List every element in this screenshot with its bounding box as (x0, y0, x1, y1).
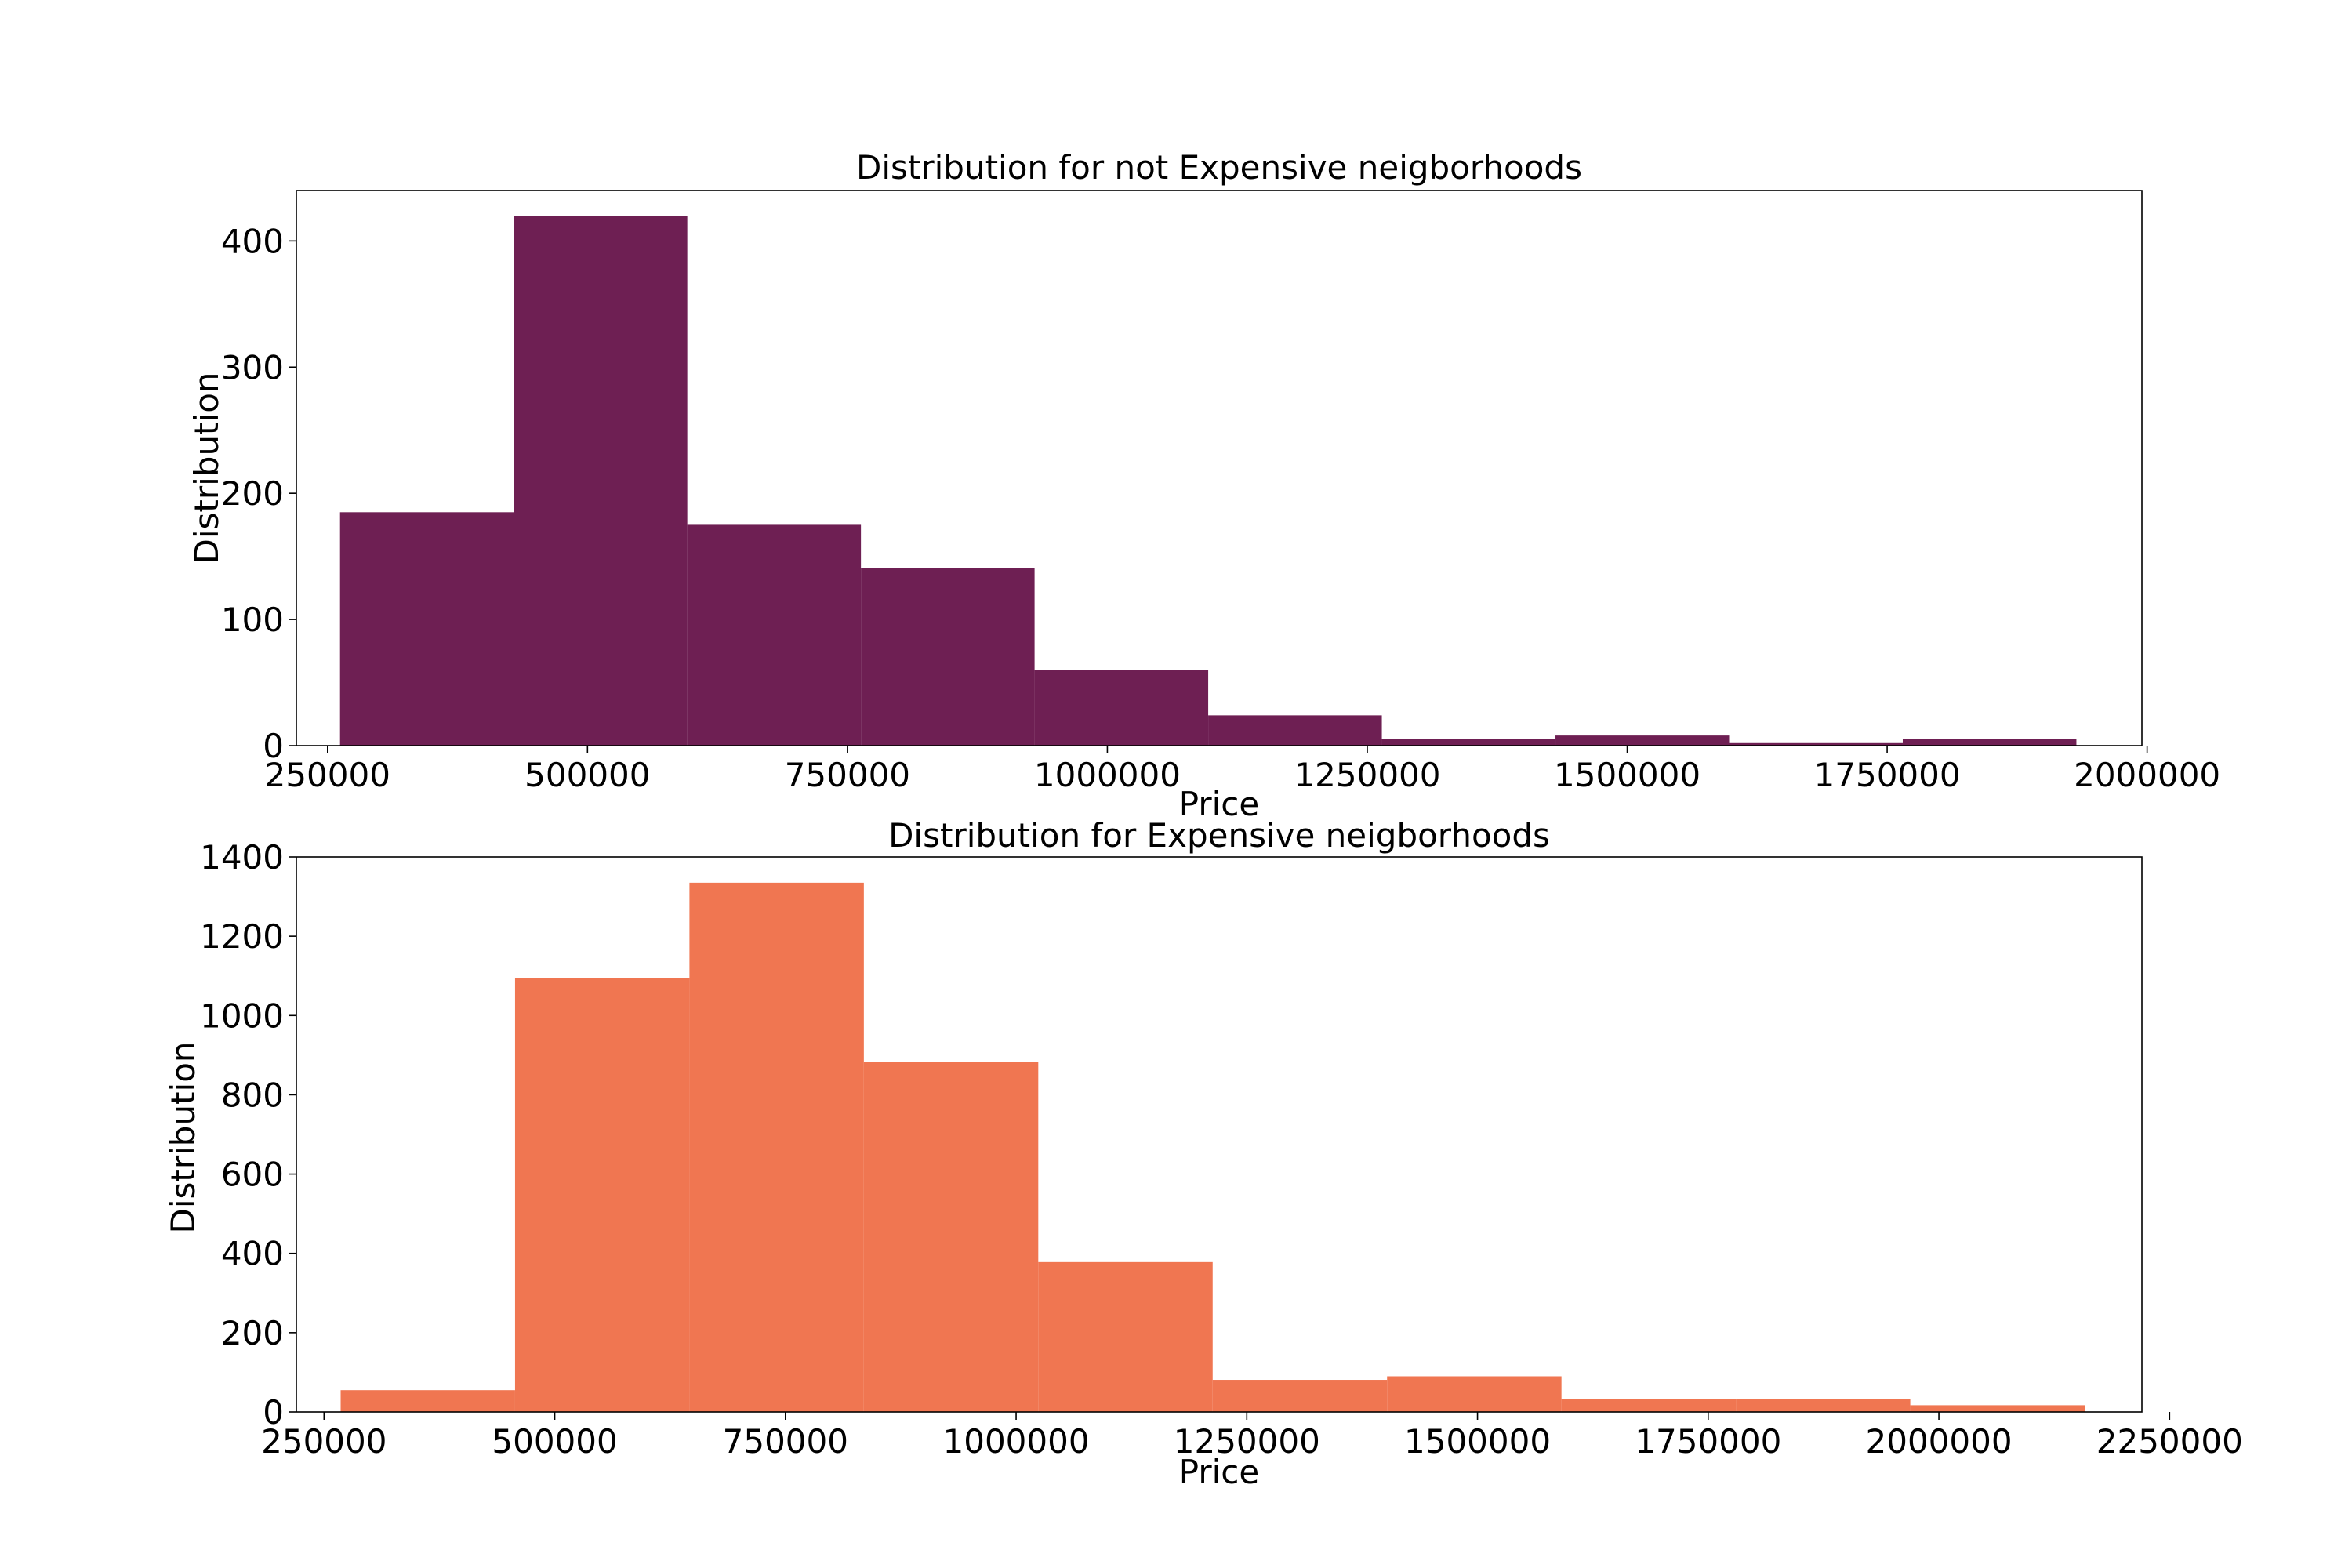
chart-top-bar (1034, 670, 1209, 746)
chart-top-x-ticks: 250000 500000 750000 1000000 1250000 1500000 1… (265, 746, 2220, 794)
chart-bottom-bar (1561, 1399, 1737, 1412)
chart-top-bar (1208, 715, 1382, 746)
chart-top-y-tick-label: 400 (221, 222, 284, 260)
chart-top-bar (1381, 739, 1556, 746)
chart-top-title: Distribution for not Expensive neigborho… (856, 148, 1582, 187)
chart-top-y-tick-label: 0 (263, 727, 284, 765)
chart-top-bar (1729, 742, 1903, 746)
chart-bottom: Distribution for Expensive neigborhoods … (164, 816, 2243, 1491)
chart-top-x-tick-label: 1500000 (1554, 756, 1700, 794)
chart-bottom-y-tick-label: 1400 (200, 838, 284, 877)
chart-top-y-tick-label: 100 (221, 601, 284, 639)
chart-bottom-y-tick-label: 400 (221, 1235, 284, 1273)
chart-bottom-bars (340, 882, 2085, 1412)
chart-bottom-y-tick-label: 1200 (200, 917, 284, 956)
chart-top-bar (861, 568, 1035, 746)
chart-top-x-tick-label: 500000 (524, 756, 650, 794)
chart-top-bar (1902, 739, 2077, 746)
chart-bottom-x-tick-label: 1500000 (1404, 1422, 1551, 1461)
chart-bottom-bar (1910, 1405, 2085, 1412)
chart-top-bar (514, 216, 688, 746)
chart-top-bar (1555, 735, 1730, 746)
chart-bottom-bar (1387, 1376, 1562, 1412)
chart-bottom-y-tick-label: 800 (221, 1076, 284, 1114)
chart-bottom-bar (863, 1062, 1039, 1412)
chart-bottom-y-tick-label: 0 (263, 1393, 284, 1432)
chart-bottom-bar (1736, 1399, 1911, 1412)
chart-top-y-axis-label: Distribution (187, 372, 226, 564)
chart-top-frame (296, 190, 2143, 746)
chart-bottom-y-tick-label: 1000 (200, 996, 284, 1035)
chart-bottom-title: Distribution for Expensive neigborhoods (888, 816, 1550, 855)
chart-top-y-tick-label: 300 (221, 348, 284, 387)
chart-top-x-tick-label: 750000 (785, 756, 910, 794)
chart-bottom-frame (296, 856, 2143, 1413)
chart-bottom-bar (514, 978, 690, 1412)
chart-bottom-x-tick-label: 750000 (723, 1422, 848, 1461)
chart-bottom-x-tick-label: 1750000 (1635, 1422, 1781, 1461)
chart-bottom-x-tick-label: 1000000 (943, 1422, 1090, 1461)
chart-bottom-x-tick-label: 500000 (492, 1422, 617, 1461)
chart-bottom-y-tick-label: 600 (221, 1156, 284, 1194)
chart-bottom-y-tick-label: 200 (221, 1314, 284, 1352)
chart-top-y-ticks: 0 100 200 300 400 (221, 222, 296, 765)
chart-top-bar (687, 524, 862, 746)
chart-bottom-bar (689, 882, 864, 1412)
chart-top-x-axis-label: Price (1179, 785, 1259, 823)
chart-bottom-y-ticks: 0 200 400 600 800 1000 1200 1400 (200, 838, 296, 1432)
chart-top-x-tick-label: 1000000 (1034, 756, 1181, 794)
chart-top-x-tick-label: 1750000 (1814, 756, 1961, 794)
chart-bottom-x-tick-label: 1250000 (1174, 1422, 1320, 1461)
chart-top-x-tick-label: 250000 (265, 756, 390, 794)
chart-bottom-x-ticks: 250000 500000 750000 1000000 1250000 1500000 1… (261, 1412, 2243, 1461)
chart-bottom-x-tick-label: 250000 (261, 1422, 387, 1461)
chart-top-x-tick-label: 2000000 (2074, 756, 2220, 794)
chart-bottom-y-axis-label: Distribution (164, 1041, 202, 1233)
chart-bottom-bar (1212, 1380, 1388, 1412)
chart-bottom-x-tick-label: 2250000 (2096, 1422, 2243, 1461)
chart-bottom-bar (340, 1390, 515, 1412)
chart-top-x-tick-label: 1250000 (1294, 756, 1440, 794)
chart-top-y-tick-label: 200 (221, 474, 284, 513)
chart-top: Distribution for not Expensive neigborho… (187, 148, 2220, 823)
chart-top-bar (339, 512, 514, 746)
chart-bottom-x-tick-label: 2000000 (1866, 1422, 2013, 1461)
chart-top-bars (339, 216, 2077, 746)
chart-bottom-x-axis-label: Price (1179, 1453, 1259, 1491)
chart-bottom-bar (1038, 1261, 1213, 1412)
